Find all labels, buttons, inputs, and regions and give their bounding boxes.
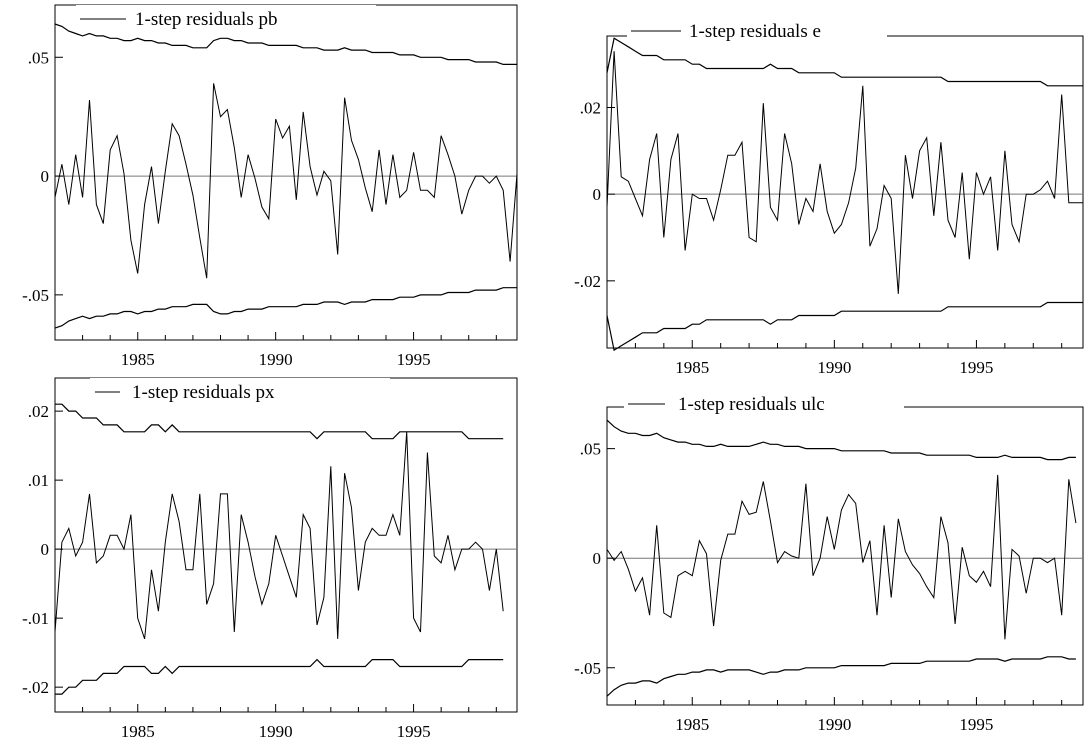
chart-panel-1: .05 0 -.05 1985 1990 1995 1-step residuals pb [22, 4, 518, 369]
legend-label: 1-step residuals px [132, 382, 275, 403]
upper-error-band [606, 37, 1083, 87]
chart-panel-3: .02 .01 0 -.01 -.02 1985 1990 1995 1-step residu… [22, 377, 518, 741]
lower-error-band [606, 656, 1076, 697]
x-tick-label: 1990 [259, 722, 293, 741]
x-tick-label: 1995 [959, 715, 993, 734]
x-tick-label: 1990 [259, 350, 293, 369]
legend-label: 1-step residuals e [689, 21, 821, 42]
y-tick-label: .05 [28, 48, 49, 67]
x-tick-label: 1995 [959, 358, 993, 377]
legend-background [90, 378, 390, 402]
x-tick-label: 1990 [817, 358, 851, 377]
y-tick-label: -.02 [22, 678, 49, 697]
plot-frame [54, 377, 518, 713]
lower-error-band [54, 287, 517, 329]
y-tick-label: 0 [593, 185, 602, 204]
legend-label: 1-step residuals pb [135, 9, 277, 30]
x-tick-label: 1995 [397, 350, 431, 369]
legend-label: 1-step residuals ulc [678, 394, 825, 415]
y-tick-label: .02 [580, 99, 601, 118]
x-tick-label: 1985 [675, 358, 709, 377]
y-tick-label: -.01 [22, 609, 49, 628]
legend-background [76, 5, 376, 29]
y-tick-label: 0 [41, 167, 50, 186]
legend-background [627, 17, 887, 41]
x-tick-label: 1995 [397, 722, 431, 741]
y-tick-label: -.05 [574, 659, 601, 678]
residual-series-line [54, 431, 504, 640]
chart-panel-2: .02 0 -.02 1985 1990 1995 1-step residuals e [574, 17, 1084, 377]
y-tick-label: -.05 [22, 286, 49, 305]
upper-error-band [54, 23, 517, 66]
legend-background [624, 390, 904, 414]
lower-error-band [55, 658, 504, 695]
y-tick-label: -.02 [574, 272, 601, 291]
y-tick-label: 0 [41, 540, 50, 559]
residual-series-line [54, 83, 518, 279]
x-tick-label: 1985 [121, 722, 155, 741]
x-tick-label: 1985 [675, 715, 709, 734]
upper-error-band [606, 419, 1076, 461]
y-tick-label: .02 [28, 402, 49, 421]
y-tick-label: .01 [28, 471, 49, 490]
upper-error-band [55, 403, 504, 440]
x-tick-label: 1985 [121, 350, 155, 369]
residual-series-line [606, 474, 1077, 640]
lower-error-band [606, 301, 1083, 352]
plot-frame [54, 4, 518, 341]
residual-series-line [606, 51, 1083, 294]
x-tick-label: 1990 [817, 715, 851, 734]
y-tick-label: .05 [580, 440, 601, 459]
y-tick-label: 0 [593, 549, 602, 568]
plot-frame [606, 35, 1084, 349]
chart-panel-4: .05 0 -.05 1985 1990 1995 1-step residuals ulc [574, 390, 1084, 734]
